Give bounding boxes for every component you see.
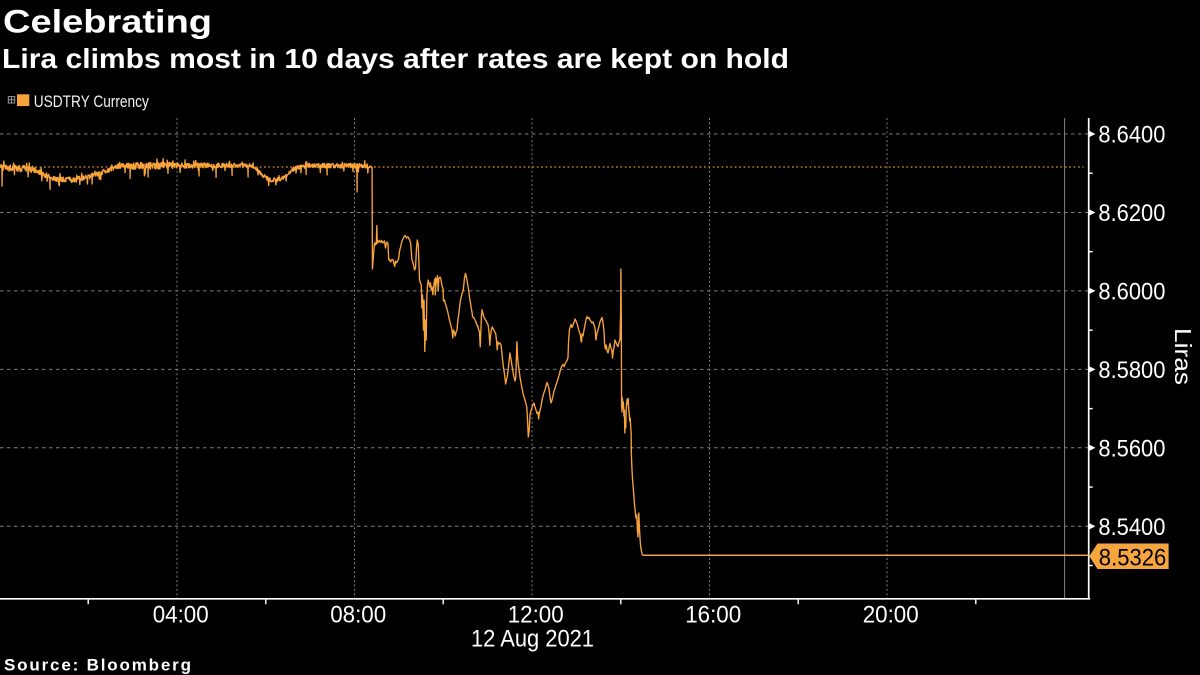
svg-text:Celebrating: Celebrating xyxy=(3,4,212,40)
svg-text:8.6200: 8.6200 xyxy=(1098,200,1165,227)
svg-text:12 Aug 2021: 12 Aug 2021 xyxy=(471,626,594,653)
svg-text:04:00: 04:00 xyxy=(153,602,209,629)
svg-text:8.6000: 8.6000 xyxy=(1098,279,1165,306)
svg-text:8.5326: 8.5326 xyxy=(1099,544,1167,571)
svg-text:Source: Bloomberg: Source: Bloomberg xyxy=(4,655,191,674)
svg-text:08:00: 08:00 xyxy=(330,602,386,629)
svg-text:20:00: 20:00 xyxy=(863,602,919,629)
svg-text:Lira climbs most in 10 days af: Lira climbs most in 10 days after rates … xyxy=(2,43,789,74)
svg-text:8.5600: 8.5600 xyxy=(1098,436,1165,463)
svg-text:12:00: 12:00 xyxy=(508,602,564,629)
svg-text:8.5400: 8.5400 xyxy=(1098,514,1165,541)
svg-text:8.6400: 8.6400 xyxy=(1098,122,1165,149)
svg-text:16:00: 16:00 xyxy=(685,602,741,629)
svg-text:Liras: Liras xyxy=(1170,328,1196,385)
svg-text:8.5800: 8.5800 xyxy=(1098,357,1165,384)
svg-text:USDTRY Currency: USDTRY Currency xyxy=(34,92,149,111)
